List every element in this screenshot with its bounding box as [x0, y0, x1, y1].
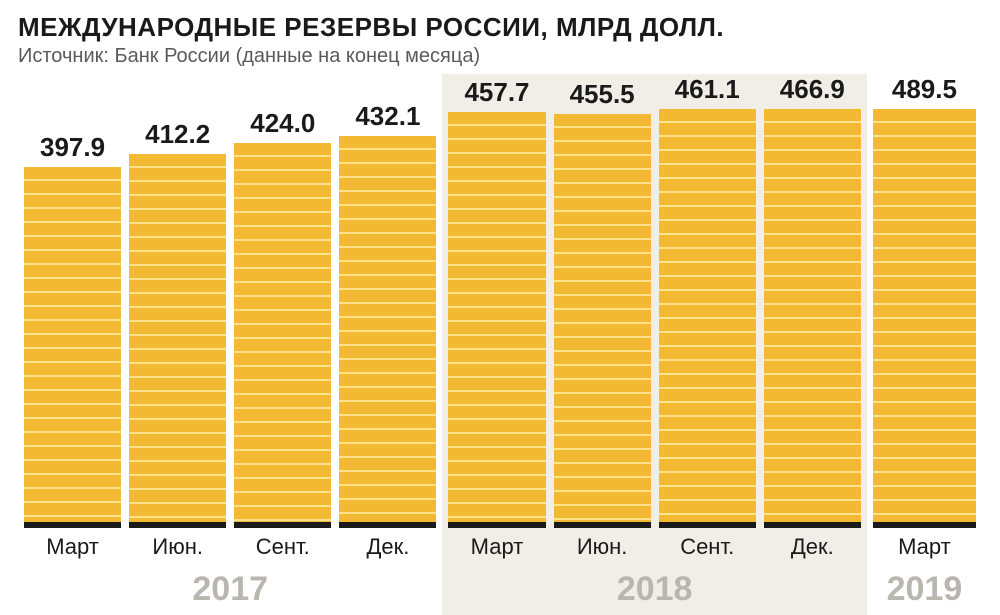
chart-plot: 397.9 412.2 424.0 432.1 457.7 455.5 461.1 466.9…: [18, 74, 982, 528]
bar: [659, 109, 756, 528]
chart-axis: Март Июн. Сент. Дек. 2017 Март Июн. Сент. Дек. 20…: [18, 528, 982, 615]
axis-month-label: Сент.: [234, 534, 331, 560]
axis-month-label: Сент.: [659, 534, 756, 560]
axis-year-label: 2019: [873, 568, 976, 615]
bar-value: 466.9: [764, 74, 861, 105]
axis-month-label: Июн.: [129, 534, 226, 560]
chart-group: 457.7 455.5 461.1 466.9: [442, 74, 866, 528]
axis-year-label: 2017: [24, 568, 436, 615]
bar-value: 455.5: [554, 79, 651, 110]
chart-group: 397.9 412.2 424.0 432.1: [18, 74, 442, 528]
bar: [554, 114, 651, 528]
axis-months: Март Июн. Сент. Дек.: [448, 528, 860, 560]
bar: [234, 143, 331, 528]
bar: [873, 109, 976, 528]
bar-column: 424.0: [234, 74, 331, 528]
bar-column: 457.7: [448, 74, 545, 528]
bar-value: 457.7: [448, 77, 545, 108]
bar-column: 461.1: [659, 74, 756, 528]
bar: [339, 136, 436, 528]
bar: [448, 112, 545, 528]
bar: [764, 109, 861, 528]
axis-month-label: Дек.: [764, 534, 861, 560]
bar-column: 455.5: [554, 74, 651, 528]
bar: [129, 154, 226, 528]
axis-month-label: Март: [873, 534, 976, 560]
bar-column: 412.2: [129, 74, 226, 528]
chart-group: 489.5: [867, 74, 982, 528]
axis-group: Март Июн. Сент. Дек. 2018: [442, 528, 866, 615]
bar-value: 397.9: [24, 132, 121, 163]
axis-group: Март 2019: [867, 528, 982, 615]
bar-column: 489.5: [873, 74, 976, 528]
bar-column: 466.9: [764, 74, 861, 528]
chart-title: МЕЖДУНАРОДНЫЕ РЕЗЕРВЫ РОССИИ, МЛРД ДОЛЛ.: [18, 12, 982, 43]
axis-months: Март: [873, 528, 976, 560]
axis-year-label: 2018: [448, 568, 860, 615]
axis-month-label: Дек.: [339, 534, 436, 560]
bar-value: 461.1: [659, 74, 756, 105]
bar-value: 489.5: [873, 74, 976, 105]
chart-subtitle: Источник: Банк России (данные на конец м…: [18, 45, 982, 68]
bar-value: 424.0: [234, 108, 331, 139]
axis-months: Март Июн. Сент. Дек.: [24, 528, 436, 560]
bar-value: 432.1: [339, 101, 436, 132]
bar: [24, 167, 121, 528]
axis-group: Март Июн. Сент. Дек. 2017: [18, 528, 442, 615]
axis-month-label: Март: [24, 534, 121, 560]
bar-column: 432.1: [339, 74, 436, 528]
axis-month-label: Июн.: [554, 534, 651, 560]
chart: 397.9 412.2 424.0 432.1 457.7 455.5 461.1 466.9…: [18, 74, 982, 615]
bar-column: 397.9: [24, 74, 121, 528]
bar-value: 412.2: [129, 119, 226, 150]
axis-month-label: Март: [448, 534, 545, 560]
